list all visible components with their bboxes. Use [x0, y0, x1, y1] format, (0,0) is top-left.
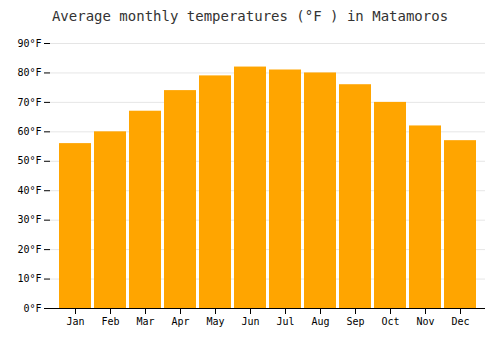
svg-text:60°F: 60°F: [17, 126, 41, 137]
svg-text:Mar: Mar: [136, 316, 154, 327]
svg-text:Jan: Jan: [66, 316, 84, 327]
svg-text:0°F: 0°F: [23, 303, 41, 314]
svg-text:Oct: Oct: [381, 316, 399, 327]
svg-text:Aug: Aug: [311, 316, 329, 327]
svg-text:30°F: 30°F: [17, 214, 41, 225]
svg-text:Apr: Apr: [171, 316, 189, 327]
svg-text:May: May: [206, 316, 224, 327]
svg-text:50°F: 50°F: [17, 155, 41, 166]
svg-text:Dec: Dec: [451, 316, 469, 327]
svg-text:80°F: 80°F: [17, 67, 41, 78]
svg-text:10°F: 10°F: [17, 273, 41, 284]
svg-text:Nov: Nov: [416, 316, 434, 327]
svg-text:90°F: 90°F: [17, 38, 41, 49]
svg-text:Sep: Sep: [346, 316, 364, 327]
svg-text:Jun: Jun: [241, 316, 259, 327]
svg-text:40°F: 40°F: [17, 185, 41, 196]
svg-text:70°F: 70°F: [17, 97, 41, 108]
svg-text:Feb: Feb: [101, 316, 119, 327]
html-text:Average monthly temperatures (: Average monthly temperatures (°F ) in Ma…: [51, 8, 449, 24]
svg-text:20°F: 20°F: [17, 244, 41, 255]
svg-text:Jul: Jul: [276, 316, 294, 327]
